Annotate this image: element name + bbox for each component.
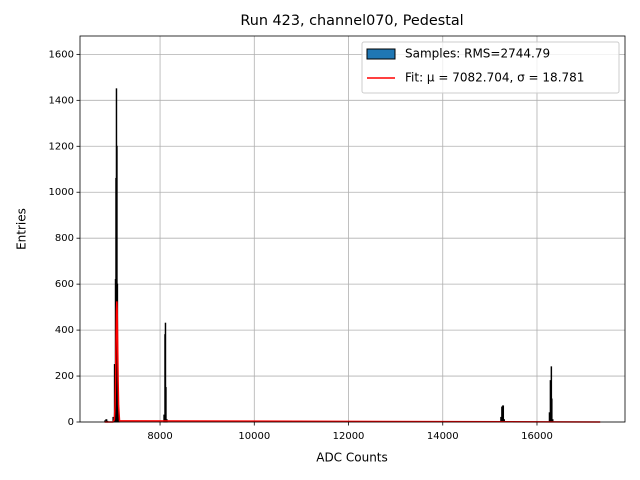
fit-line bbox=[104, 301, 601, 423]
y-tick-label: 1000 bbox=[49, 187, 74, 198]
legend-box bbox=[361, 41, 620, 94]
axes-frame bbox=[79, 35, 626, 423]
x-tick-label: 14000 bbox=[427, 431, 459, 442]
x-tick-label: 16000 bbox=[521, 431, 553, 442]
y-tick-label: 400 bbox=[55, 325, 74, 336]
y-tick-label: 600 bbox=[55, 279, 74, 290]
legend-label: Fit: μ = 7082.704, σ = 18.781 bbox=[405, 71, 584, 85]
x-tick-label: 10000 bbox=[238, 431, 270, 442]
y-tick-label: 800 bbox=[55, 233, 74, 244]
x-axis-label: ADC Counts bbox=[316, 451, 388, 465]
x-tick-label: 8000 bbox=[147, 431, 172, 442]
y-tick-label: 1200 bbox=[49, 141, 74, 152]
y-tick-label: 0 bbox=[68, 417, 74, 428]
y-axis-label: Entries bbox=[15, 208, 29, 250]
legend-label: Samples: RMS=2744.79 bbox=[405, 47, 550, 61]
legend: Samples: RMS=2744.79 Fit: μ = 7082.704, σ… bbox=[361, 41, 620, 94]
y-tick-label: 1400 bbox=[49, 95, 74, 106]
chart-title: Run 423, channel070, Pedestal bbox=[240, 13, 463, 29]
legend-swatch bbox=[366, 48, 396, 60]
y-tick-label: 200 bbox=[55, 371, 74, 382]
x-tick-label: 12000 bbox=[333, 431, 365, 442]
y-tick-label: 1600 bbox=[49, 49, 74, 60]
